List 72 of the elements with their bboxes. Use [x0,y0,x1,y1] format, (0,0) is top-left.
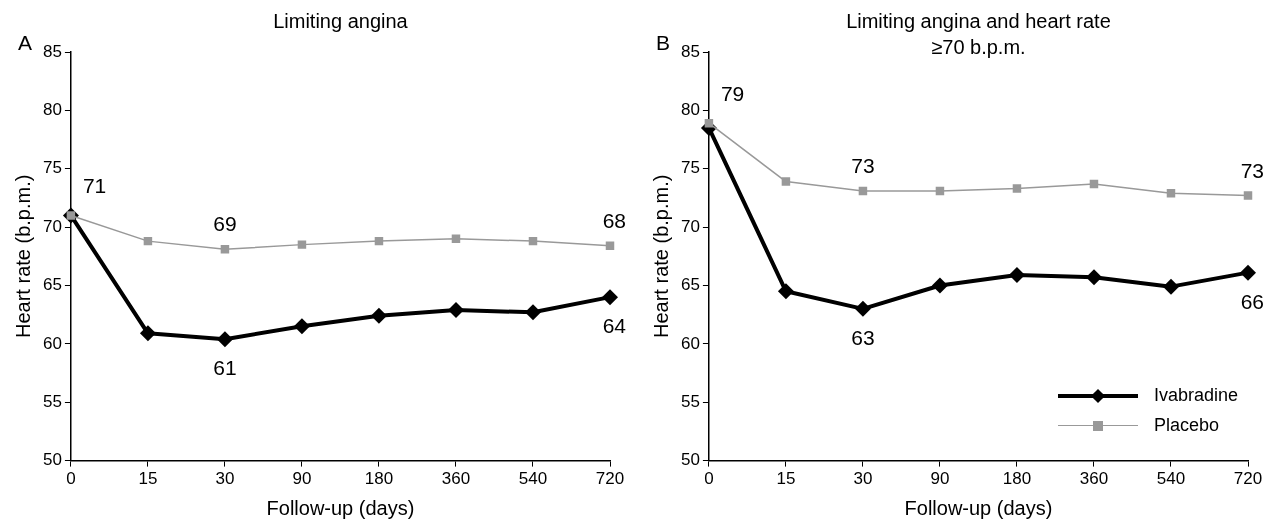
y-tick-label: 60 [42,333,62,353]
y-tick-label: 70 [42,216,62,236]
point [781,177,791,186]
point [216,331,233,348]
x-tick-label: 0 [66,469,76,489]
point [370,307,387,324]
legend-label: Placebo [1154,415,1220,437]
y-tick-label: 70 [680,216,700,236]
x-tick-label: 540 [518,469,548,489]
x-tick-label: 90 [292,469,312,489]
x-axis-title: Follow-up (days) [266,496,415,519]
x-tick-label: 30 [853,469,873,489]
x-tick-label: 360 [1079,469,1109,489]
x-tick-label: 540 [1156,469,1186,489]
point [1166,189,1176,198]
y-tick-label: 75 [42,158,62,178]
point [297,240,307,249]
y-tick-label: 65 [680,275,700,295]
point [854,300,871,317]
x-tick-label: 180 [1002,469,1032,489]
point [1162,278,1179,295]
chart-title: Limiting angina [273,10,409,32]
annotation: 73 [1240,158,1264,182]
annotation: 69 [213,212,237,236]
x-tick-label: 720 [1233,469,1263,489]
annotation: 61 [213,356,237,380]
point [220,245,230,254]
point [139,325,156,342]
point [524,304,541,321]
x-tick-label: 90 [930,469,950,489]
x-tick-label: 15 [138,469,158,489]
y-tick-label: 85 [42,41,62,61]
x-axis-title: Follow-up (days) [904,496,1053,519]
annotation: 73 [851,153,875,177]
y-tick-label: 50 [680,450,700,470]
text: B [656,31,671,54]
point [931,277,948,294]
chart-title: Limiting angina and heart rate ≥70 b.p.m. [846,10,1111,58]
y-axis-title: Heart rate (b.p.m.) [649,174,672,338]
y-tick-label: 65 [42,275,62,295]
point [1085,269,1102,286]
y-tick-label: 55 [680,391,700,411]
point [1008,266,1025,283]
annotation: 71 [82,174,107,198]
point [1012,184,1022,193]
point [293,318,310,335]
y-axis-title: Heart rate (b.p.m.) [11,174,34,338]
point [1240,264,1256,281]
annotation: 66 [1240,289,1264,313]
x-tick-label: 15 [776,469,796,489]
point [447,302,464,318]
annotation: 79 [720,82,745,106]
x-tick-label: 180 [364,469,394,489]
x-tick-label: 0 [704,469,714,489]
legend-label: Ivabradine [1154,385,1239,407]
annotation: 68 [602,208,626,232]
y-tick-label: 60 [680,333,700,353]
point [1243,191,1253,200]
text: A [18,31,33,54]
x-tick-label: 360 [441,469,471,489]
y-tick-label: 75 [680,158,700,178]
point [602,289,618,306]
annotation: 64 [602,314,627,338]
y-tick-label: 80 [680,100,700,120]
x-tick-label: 30 [215,469,235,489]
y-tick-label: 80 [42,100,62,120]
y-tick-label: 85 [680,41,700,61]
x-tick-label: 720 [595,469,625,489]
y-tick-label: 55 [42,391,62,411]
annotation: 63 [851,325,875,349]
y-tick-label: 50 [42,450,62,470]
point [777,283,794,300]
